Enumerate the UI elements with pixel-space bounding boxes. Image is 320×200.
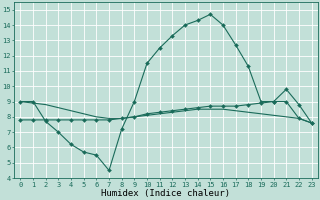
X-axis label: Humidex (Indice chaleur): Humidex (Indice chaleur): [101, 189, 230, 198]
